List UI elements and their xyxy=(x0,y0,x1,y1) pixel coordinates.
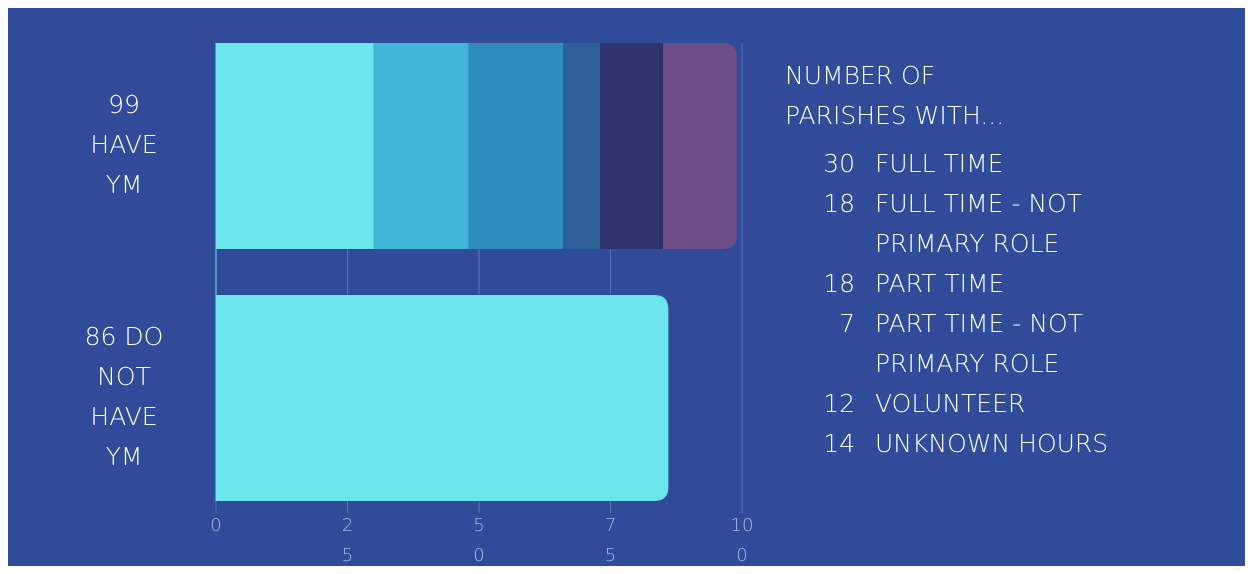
legend-label: UNKNOWN HOURS xyxy=(875,429,1108,458)
bar-segment xyxy=(468,43,564,249)
bar-segment xyxy=(563,43,600,249)
legend-label: FULL TIME - NOT PRIMARY ROLE xyxy=(875,189,1082,258)
legend-value: 14 xyxy=(823,429,855,458)
legend-label: FULL TIME xyxy=(875,149,1004,178)
bar-segment xyxy=(216,295,669,501)
bar-segment xyxy=(663,43,737,249)
legend-value: 7 xyxy=(839,309,855,338)
category-label: 99 HAVE YM xyxy=(90,90,157,199)
category-label: 86 DO NOT HAVE YM xyxy=(85,322,164,471)
legend-value: 30 xyxy=(823,149,855,178)
legend-label: VOLUNTEER xyxy=(875,389,1025,418)
x-tick-label: 10 0 xyxy=(731,515,754,566)
legend-title: NUMBER OF PARISHES WITH... xyxy=(785,61,1004,130)
legend-value: 12 xyxy=(823,389,855,418)
bar-segment xyxy=(599,43,664,249)
bar-segment xyxy=(373,43,469,249)
legend-label: PART TIME - NOT PRIMARY ROLE xyxy=(875,309,1083,378)
legend-label: PART TIME xyxy=(875,269,1004,298)
x-tick-label: 0 xyxy=(210,515,221,536)
legend-value: 18 xyxy=(823,269,855,298)
bar-segment xyxy=(216,43,374,249)
legend-value: 18 xyxy=(823,189,855,218)
